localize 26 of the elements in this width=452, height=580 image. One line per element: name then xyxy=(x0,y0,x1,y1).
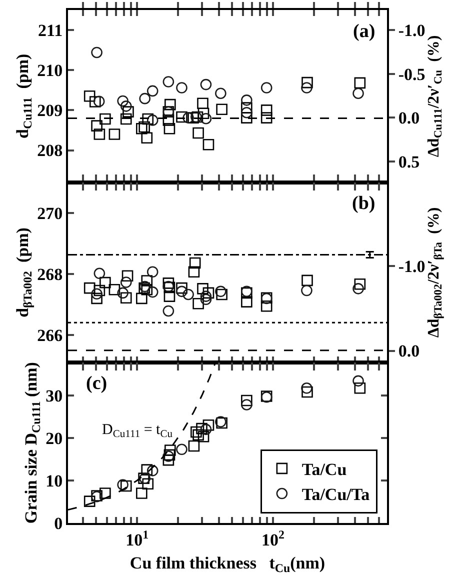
annotation: (b) xyxy=(352,193,376,214)
y-tick-label: 0 xyxy=(54,514,63,533)
x-axis-title: Cu film thickness t$_{Cu}$(nm) xyxy=(130,553,326,575)
y-tick-label: 270 xyxy=(37,204,63,223)
y-tick-label: 266 xyxy=(37,326,63,346)
y-tick-label: 10 xyxy=(46,471,63,490)
y-tick-label: 30 xyxy=(46,386,63,406)
y2-tick-label: -0.5 xyxy=(398,64,426,84)
annotation: D$_{Cu111}$ = t$_{Cu}$ xyxy=(102,422,174,440)
y2-tick-label: -1.0 xyxy=(398,257,426,276)
y-tick-label: 211 xyxy=(38,20,63,40)
y2-tick-label: 0.5 xyxy=(398,152,420,172)
y2-tick-label: 0.0 xyxy=(398,342,420,361)
y2-tick-label: 0.0 xyxy=(398,108,420,128)
y2-tick-label: -1.0 xyxy=(398,21,426,40)
legend-label: Ta/Cu xyxy=(302,460,347,480)
y-tick-label: 268 xyxy=(37,264,63,284)
y-tick-label: 210 xyxy=(37,61,63,80)
annotation: (a) xyxy=(353,21,376,42)
x-tick-label: 10$^{2}$ xyxy=(262,527,285,550)
x-tick-label: 10$^{1}$ xyxy=(126,527,149,550)
legend-label: Ta/Cu/Ta xyxy=(302,485,370,504)
annotation: (c) xyxy=(86,373,108,394)
y-tick-label: 208 xyxy=(37,141,63,160)
y-tick-label: 209 xyxy=(37,101,63,120)
y-tick-label: 20 xyxy=(46,428,63,448)
